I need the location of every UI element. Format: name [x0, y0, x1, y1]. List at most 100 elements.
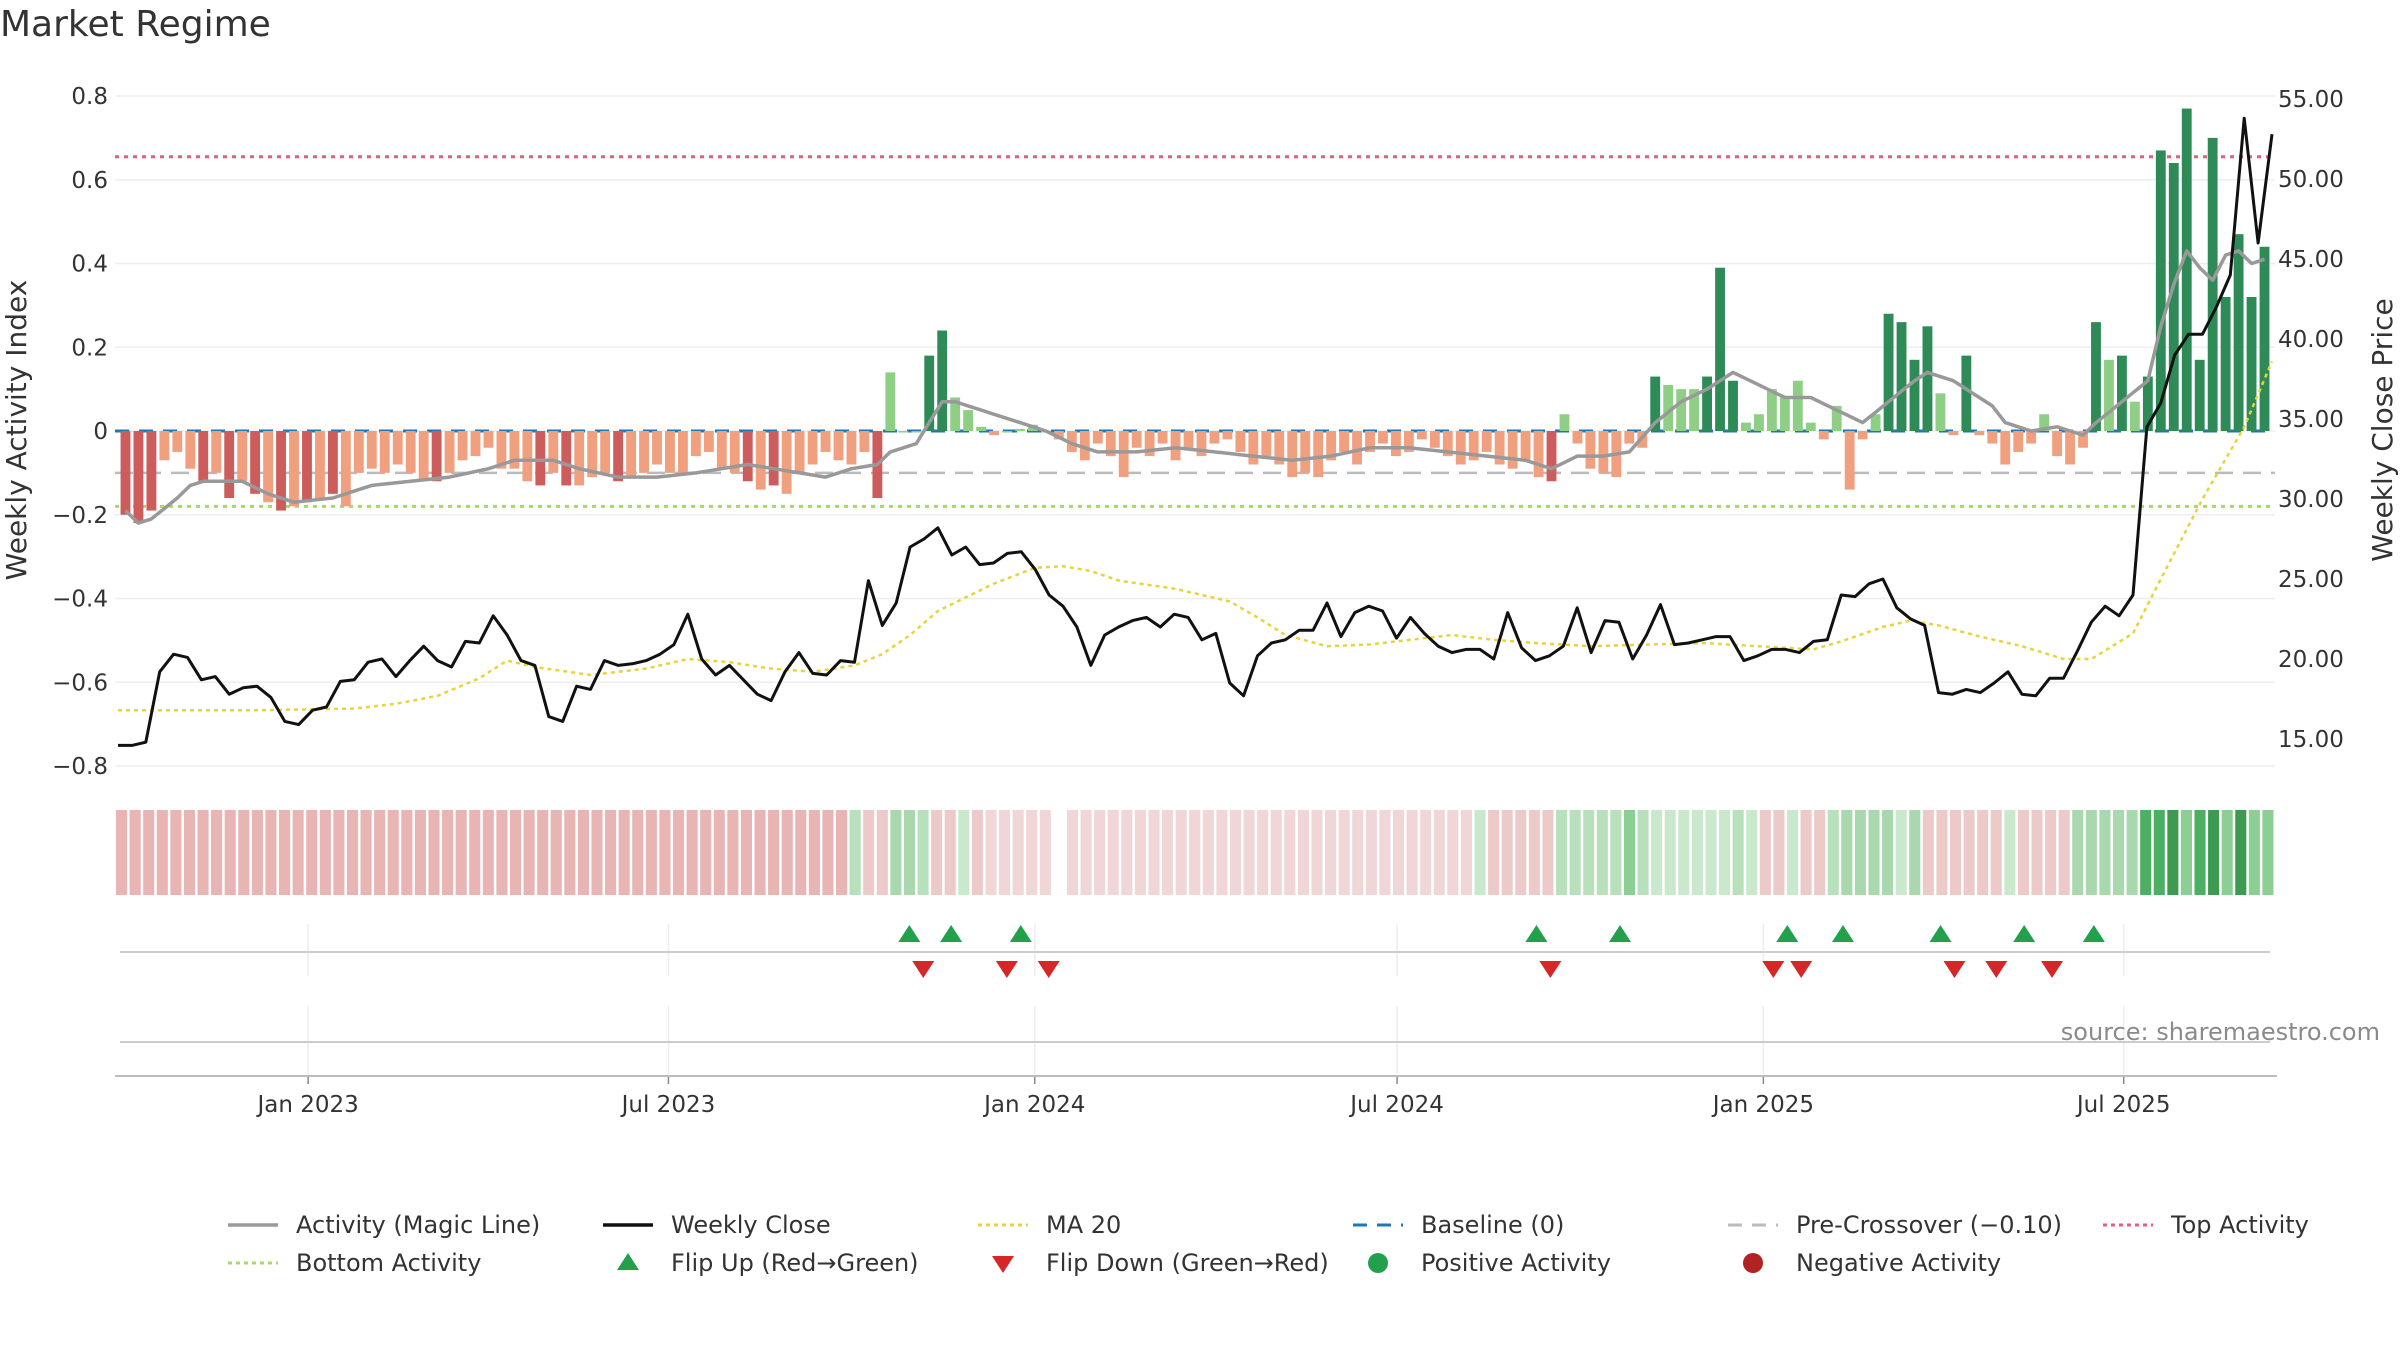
regime-cell	[999, 810, 1011, 895]
regime-cell	[1026, 810, 1038, 895]
flip-down-marker	[1037, 961, 1060, 978]
regime-cell	[1311, 810, 1323, 895]
activity-bar	[1896, 322, 1907, 431]
regime-cell	[1189, 810, 1201, 895]
legend-item: Positive Activity	[1368, 1249, 1611, 1277]
activity-bar	[1105, 431, 1116, 457]
regime-cell	[2248, 810, 2260, 895]
regime-cell	[401, 810, 413, 895]
flip-down-marker	[1943, 961, 1966, 978]
activity-bar	[315, 431, 325, 498]
regime-cell	[1868, 810, 1880, 895]
activity-bar	[133, 431, 144, 524]
source-note: source: sharemaestro.com	[2061, 1018, 2380, 1046]
regime-cell	[523, 810, 535, 895]
regime-cell	[1922, 810, 1934, 895]
regime-cell	[360, 810, 372, 895]
regime-cell	[455, 810, 467, 895]
regime-cell	[1936, 810, 1948, 895]
regime-cell	[224, 810, 236, 895]
regime-cell	[1229, 810, 1242, 895]
regime-cell	[713, 810, 725, 895]
regime-cell	[903, 810, 916, 895]
activity-bar	[1546, 431, 1557, 482]
activity-bar	[379, 431, 390, 473]
activity-bar	[1455, 431, 1466, 465]
activity-bar	[289, 431, 299, 507]
activity-bar	[911, 431, 922, 433]
regime-cell	[1583, 810, 1595, 895]
regime-cell	[2194, 810, 2206, 895]
flip-up-marker	[1009, 925, 1032, 942]
regime-cell	[836, 810, 848, 895]
regime-cell	[469, 810, 481, 895]
legend-item: Negative Activity	[1743, 1249, 2001, 1277]
activity-bar	[1352, 431, 1362, 465]
activity-bar	[431, 431, 442, 482]
activity-bar	[755, 431, 766, 490]
regime-cell	[1162, 810, 1174, 895]
activity-bar	[2142, 376, 2153, 431]
activity-bar	[1429, 431, 1440, 448]
axes: −0.8 −0.6 −0.4 −0.2 0 0.2 0.4 0.6 0.8 15.00 20.00 2…	[52, 84, 2344, 1118]
legend-label: Baseline (0)	[1421, 1211, 1564, 1239]
activity-bar	[2259, 246, 2270, 431]
regime-cell	[1175, 810, 1187, 895]
regime-cell	[1854, 810, 1866, 895]
activity-bar	[1196, 431, 1207, 457]
activity-bar	[250, 431, 261, 494]
regime-cell	[1338, 810, 1350, 895]
regime-cell	[1420, 810, 1432, 895]
regime-cell	[2017, 810, 2029, 895]
activity-bar	[1702, 376, 1712, 431]
regime-cell	[1610, 810, 1622, 895]
activity-bar	[1585, 431, 1596, 469]
activity-bar	[1144, 431, 1155, 457]
regime-cell	[2072, 810, 2084, 895]
activity-bar	[574, 431, 585, 486]
flip-up-marker	[1832, 925, 1854, 942]
flip-down-marker	[1790, 961, 1813, 978]
regime-cell	[795, 810, 807, 895]
regime-cell	[1243, 810, 1255, 895]
activity-bar	[885, 372, 896, 431]
activity-bar	[794, 431, 805, 473]
regime-cell	[1433, 810, 1445, 895]
activity-bar	[1222, 431, 1233, 440]
regime-cell	[1664, 810, 1676, 895]
regime-cell	[1691, 810, 1703, 895]
regime-cell	[1325, 810, 1337, 895]
regime-cell	[1066, 810, 1079, 895]
x-tick-label: Jul 2023	[620, 1092, 716, 1118]
weekly-close-series	[118, 116, 2274, 747]
regime-cell	[1827, 810, 1839, 895]
activity-bar	[172, 431, 183, 452]
activity-bar	[807, 431, 818, 465]
activity-bar	[1831, 405, 1842, 431]
x-tick-label: Jul 2025	[2075, 1092, 2171, 1118]
regime-cell	[890, 810, 902, 895]
activity-bar	[522, 431, 533, 482]
regime-cell	[1501, 810, 1513, 895]
regime-cell	[1773, 810, 1785, 895]
activity-bar	[2181, 108, 2192, 431]
activity-bar	[1922, 326, 1933, 431]
activity-bar	[418, 431, 429, 482]
activity-bar	[859, 431, 870, 452]
activity-bar	[1261, 431, 1272, 457]
legend-label: Flip Down (Green→Red)	[1046, 1249, 1329, 1277]
regime-cell	[958, 810, 970, 895]
regime-cell	[1365, 810, 1377, 895]
x-tick-label: Jan 2024	[982, 1092, 1085, 1118]
activity-bar	[1015, 428, 1025, 431]
legend-item: Top Activity	[2103, 1211, 2309, 1239]
regime-cell	[509, 810, 522, 895]
left-tick-label: −0.6	[52, 670, 108, 696]
legend-label: Top Activity	[2170, 1211, 2309, 1239]
activity-bar	[626, 431, 636, 478]
activity-bar	[2013, 431, 2024, 452]
activity-bar	[768, 431, 779, 486]
regime-cell	[1542, 810, 1554, 895]
regime-cell	[768, 810, 780, 895]
